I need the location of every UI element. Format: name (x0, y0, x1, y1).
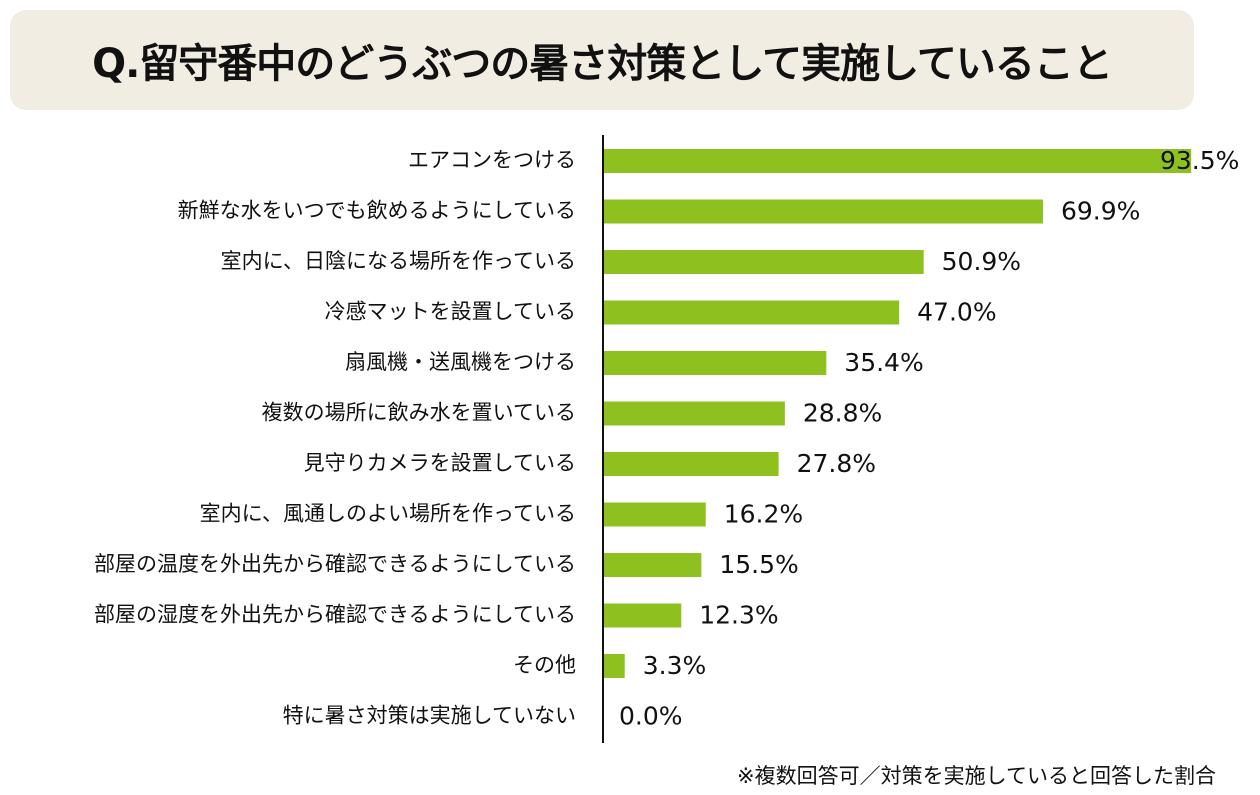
data-label: 16.2% (724, 500, 803, 529)
bar (604, 452, 779, 476)
category-label: 新鮮な水をいつでも飲めるようにしている (178, 199, 576, 223)
data-label: 93.5% (1160, 146, 1239, 175)
bar (604, 300, 900, 325)
data-label: 27.8% (797, 449, 876, 478)
category-label: 見守りカメラを設置している (304, 451, 576, 475)
data-label: 3.3% (643, 651, 707, 680)
bar (604, 199, 1043, 224)
data-label: 15.5% (719, 550, 798, 579)
bar (604, 401, 785, 426)
bar (604, 654, 625, 678)
category-label: 複数の場所に飲み水を置いている (262, 401, 576, 425)
category-label: 特に暑さ対策は実施していない (283, 704, 576, 728)
bar (604, 603, 682, 628)
bar (604, 250, 924, 274)
bar (604, 502, 706, 527)
category-label: 室内に、風通しのよい場所を作っている (200, 502, 576, 526)
data-label: 69.9% (1061, 197, 1140, 226)
bar (604, 149, 1192, 173)
bar (604, 351, 827, 375)
category-label: その他 (513, 653, 576, 677)
category-label: 扇風機・送風機をつける (345, 350, 576, 374)
category-label: 部屋の温度を外出先から確認できるようにしている (94, 552, 576, 576)
category-label: 部屋の湿度を外出先から確認できるようにしている (94, 603, 576, 627)
data-label: 35.4% (844, 348, 923, 377)
data-label: 28.8% (803, 399, 882, 428)
data-label: 12.3% (699, 601, 778, 630)
bar (604, 553, 702, 577)
chart-title: Q.留守番中のどうぶつの暑さ対策として実施していること (92, 41, 1113, 87)
category-label: 室内に、日陰になる場所を作っている (221, 249, 576, 273)
data-label: 0.0% (619, 702, 683, 731)
title-box: Q.留守番中のどうぶつの暑さ対策として実施していること (10, 10, 1194, 110)
data-label: 47.0% (917, 298, 996, 327)
data-label: 50.9% (942, 247, 1021, 276)
category-label: エアコンをつける (408, 148, 576, 172)
footnote: ※複数回答可／対策を実施していると回答した割合 (737, 764, 1216, 788)
category-label: 冷感マットを設置している (325, 300, 576, 324)
